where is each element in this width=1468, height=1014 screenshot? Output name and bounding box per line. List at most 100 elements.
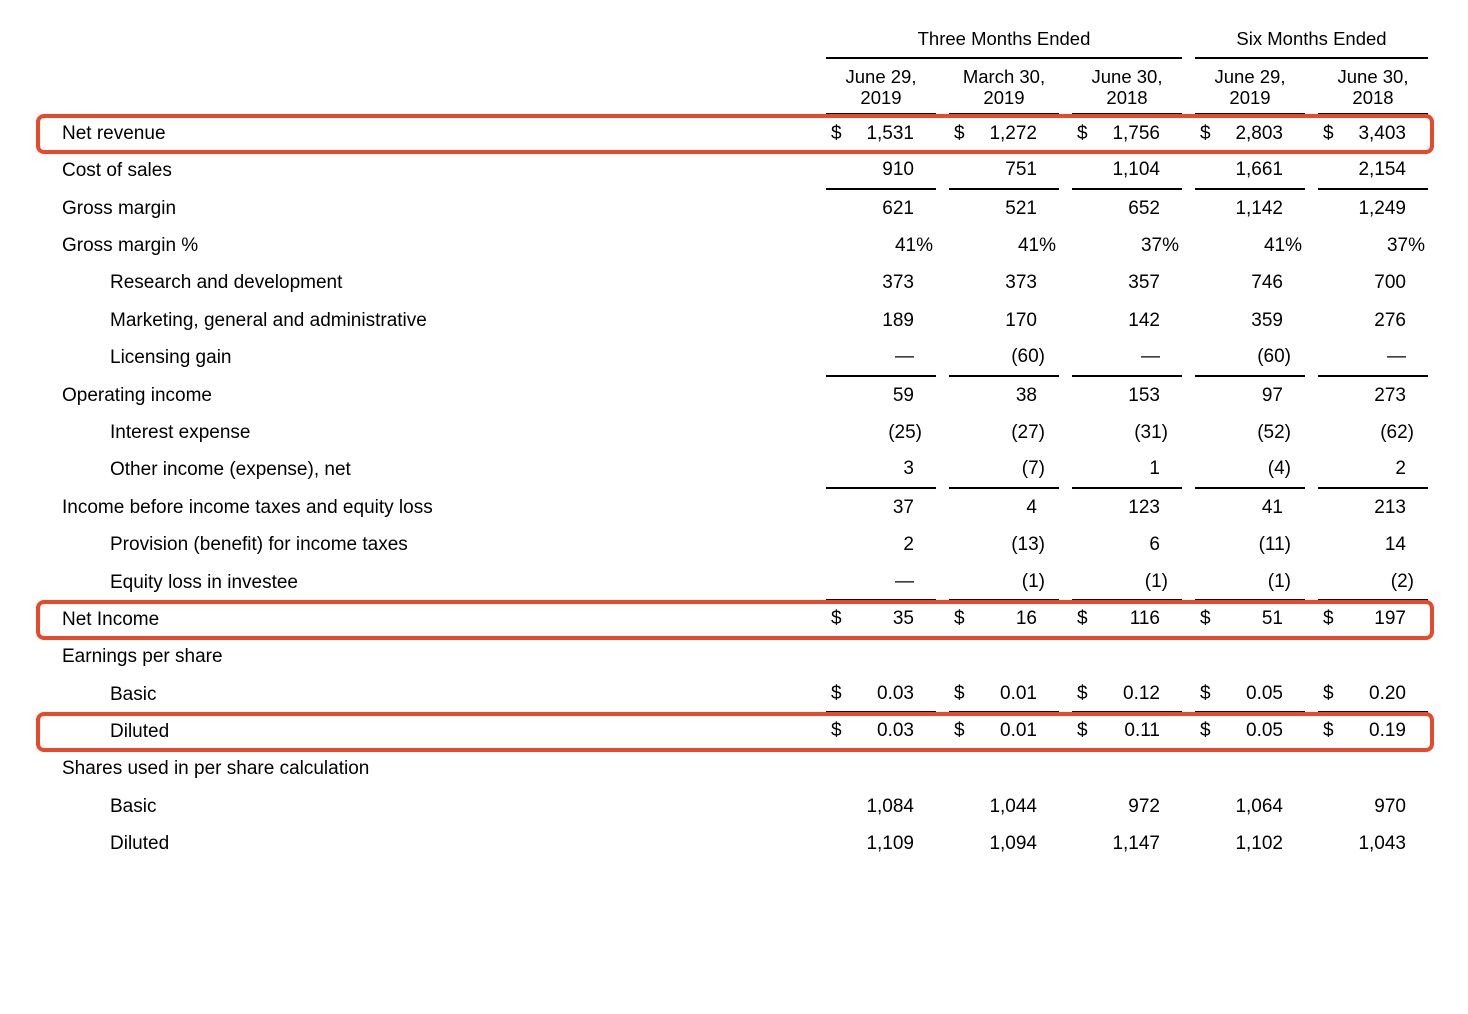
value: (25) (888, 421, 922, 443)
value: 3,403 (1358, 122, 1406, 144)
table-row: Other income (expense), net 3 (7) 1 (4) 2 (38, 452, 1430, 490)
value-cell: $0.01 (949, 713, 1059, 751)
value-cell: $1,531 (826, 115, 936, 152)
value: 35 (892, 607, 914, 629)
dollar-sign: $ (1200, 122, 1211, 144)
value-cell: 14 (1318, 526, 1428, 563)
value-cell: 1,142 (1195, 190, 1305, 227)
table-row: Earnings per share (38, 639, 1430, 676)
row-label: Net Income (62, 608, 160, 630)
value: 14 (1384, 534, 1406, 556)
value: — (1141, 346, 1160, 368)
value: 123 (1128, 496, 1160, 518)
value: 621 (882, 197, 914, 219)
row-label: Gross margin (62, 197, 177, 219)
value: (4) (1267, 458, 1291, 480)
value-cell: 1 (1072, 452, 1182, 490)
row-label: Gross margin % (62, 235, 199, 257)
dollar-sign: $ (1200, 607, 1211, 629)
value: 0.19 (1369, 720, 1406, 742)
value: 153 (1128, 384, 1160, 406)
column-header: June 29, 2019 (1195, 59, 1305, 116)
table-row: Diluted $0.03 $0.01 $0.11 $0.05 $0.19 (36, 712, 1434, 752)
value-cell: 3 (826, 452, 936, 490)
value-cell: 359 (1195, 302, 1305, 339)
value: 0.12 (1123, 682, 1160, 704)
dollar-sign: $ (954, 607, 965, 629)
value-cell: 521 (949, 190, 1059, 227)
value: (11) (1258, 534, 1291, 556)
value: 276 (1374, 309, 1406, 331)
value-cell: 652 (1072, 190, 1182, 227)
value-cell: $0.20 (1318, 676, 1428, 714)
value-cell: (1) (1072, 564, 1182, 602)
value: 41% (894, 235, 933, 257)
dollar-sign: $ (831, 122, 842, 144)
dollar-sign: $ (1200, 720, 1211, 742)
dollar-sign: $ (1323, 720, 1334, 742)
value-cell: $3,403 (1318, 115, 1428, 152)
value-cell: 1,661 (1195, 153, 1305, 190)
value: 1,104 (1112, 159, 1160, 181)
value: 373 (882, 272, 914, 294)
column-header: June 29, 2019 (826, 59, 936, 116)
value: 521 (1005, 197, 1037, 219)
value-cell: 1,147 (1072, 826, 1182, 863)
dollar-sign: $ (1077, 720, 1088, 742)
value-cell: 142 (1072, 302, 1182, 339)
row-label: Basic (110, 795, 157, 817)
value: 970 (1374, 795, 1406, 817)
value-cell: (60) (949, 340, 1059, 377)
value: 41 (1261, 496, 1283, 518)
value: 1 (1149, 458, 1160, 480)
value-cell: 357 (1072, 265, 1182, 302)
value-cell: 273 (1318, 377, 1428, 414)
table-row: Operating income 59 38 153 97 273 (38, 377, 1430, 414)
value: 38 (1015, 384, 1037, 406)
value-cell: $0.12 (1072, 676, 1182, 714)
dollar-sign: $ (1323, 682, 1334, 704)
dollar-sign: $ (1200, 682, 1211, 704)
value: 41% (1263, 235, 1302, 257)
value: (2) (1390, 570, 1414, 592)
dollar-sign: $ (954, 682, 965, 704)
value-cell: 41% (949, 227, 1059, 264)
value-cell: 4 (949, 489, 1059, 526)
value-cell: — (826, 564, 936, 602)
value-cell: 1,043 (1318, 826, 1428, 863)
value: 0.03 (877, 682, 914, 704)
dollar-sign: $ (831, 607, 842, 629)
column-header-row: June 29, 2019 March 30, 2019 June 30, 2018 Jun… (38, 59, 1430, 116)
value-cell: 1,084 (826, 788, 936, 825)
value: (1) (1144, 570, 1168, 592)
value: 2,154 (1358, 159, 1406, 181)
value: (1) (1021, 570, 1045, 592)
value: 1,142 (1235, 197, 1283, 219)
value-cell: 97 (1195, 377, 1305, 414)
value-cell: (1) (949, 564, 1059, 602)
value-cell: 970 (1318, 788, 1428, 825)
value-cell: 170 (949, 302, 1059, 339)
income-statement: Three Months Ended Six Months Ended June… (36, 28, 1434, 863)
value: 2 (903, 534, 914, 556)
table-row: Research and development 373 373 357 746 700 (38, 265, 1430, 302)
value: 1,064 (1235, 795, 1283, 817)
value-cell: 1,249 (1318, 190, 1428, 227)
value: (62) (1380, 421, 1414, 443)
value-cell: 123 (1072, 489, 1182, 526)
dollar-sign: $ (1323, 122, 1334, 144)
value: 0.20 (1369, 682, 1406, 704)
value: 1,756 (1112, 122, 1160, 144)
value: 51 (1261, 607, 1283, 629)
value: 59 (892, 384, 914, 406)
row-label: Operating income (62, 384, 212, 406)
table-row: Basic 1,084 1,044 972 1,064 970 (38, 788, 1430, 825)
value-cell: 1,102 (1195, 826, 1305, 863)
value-cell: $16 (949, 601, 1059, 639)
value-cell: (1) (1195, 564, 1305, 602)
row-label: Cost of sales (62, 160, 172, 182)
value-cell: $0.05 (1195, 713, 1305, 751)
value: 37% (1140, 235, 1179, 257)
value: 1,661 (1235, 159, 1283, 181)
table-row: Gross margin % 41% 41% 37% 41% 37% (38, 227, 1430, 264)
